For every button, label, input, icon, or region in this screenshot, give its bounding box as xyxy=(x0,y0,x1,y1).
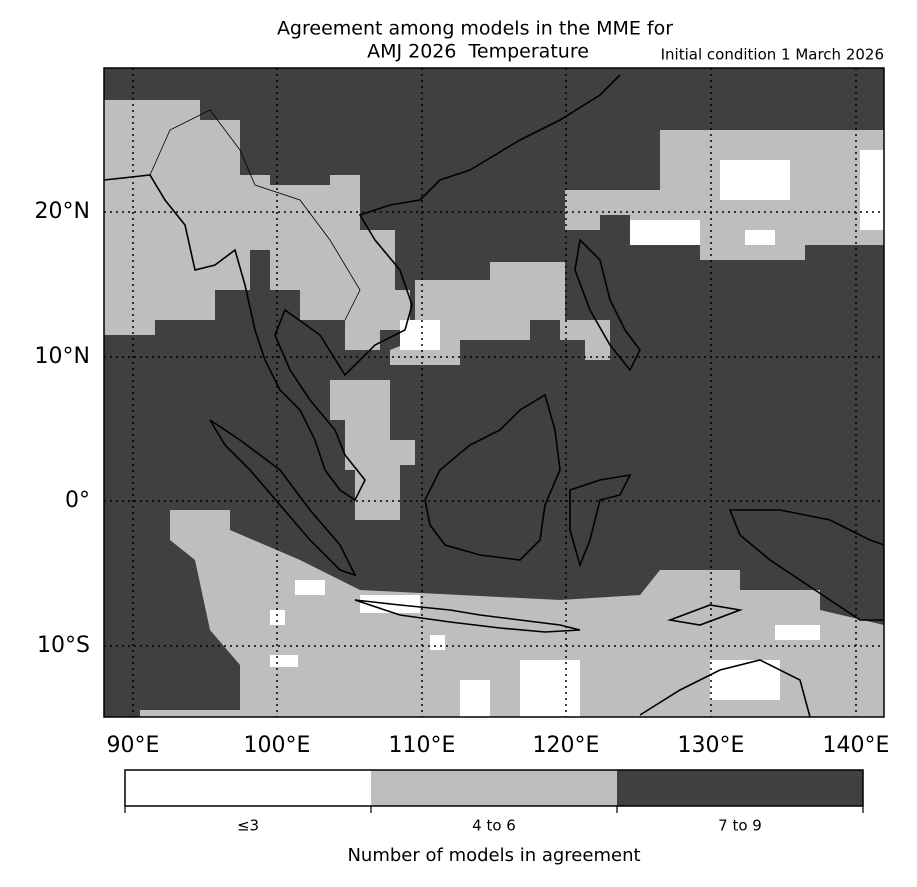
lat-label: 10°S xyxy=(37,633,90,658)
coastlines xyxy=(104,74,884,717)
colorbar: ≤3 4 to 6 7 to 9 Number of models in agr… xyxy=(124,769,864,866)
lon-label: 130°E xyxy=(678,733,745,758)
three-or-fewer xyxy=(270,150,884,717)
subtitle: Initial condition 1 March 2026 xyxy=(661,46,884,64)
lat-label: 10°N xyxy=(35,344,90,369)
map-frame xyxy=(103,67,885,718)
lat-label: 0° xyxy=(65,488,90,513)
lon-label: 90°E xyxy=(107,733,160,758)
colorbar-label: 4 to 6 xyxy=(472,817,516,835)
colorbar-ticks xyxy=(124,806,864,813)
four-to-six xyxy=(104,100,884,717)
lat-label: 20°N xyxy=(35,199,90,224)
lon-label: 100°E xyxy=(244,733,311,758)
lon-label: 140°E xyxy=(823,733,890,758)
colorbar-segment xyxy=(371,770,617,806)
colorbar-frame xyxy=(124,769,864,807)
lon-label: 120°E xyxy=(533,733,600,758)
colorbar-label: ≤3 xyxy=(237,817,259,835)
colorbar-label: 7 to 9 xyxy=(718,817,762,835)
map xyxy=(104,68,884,717)
title-line: Agreement among models in the MME for xyxy=(277,18,673,40)
title-line: AMJ 2026 Temperature xyxy=(367,41,589,63)
graticule xyxy=(104,68,884,717)
colorbar-title: Number of models in agreement xyxy=(347,845,640,866)
colorbar-segment xyxy=(617,770,863,806)
lon-label: 110°E xyxy=(389,733,456,758)
colorbar-segment xyxy=(125,770,371,806)
